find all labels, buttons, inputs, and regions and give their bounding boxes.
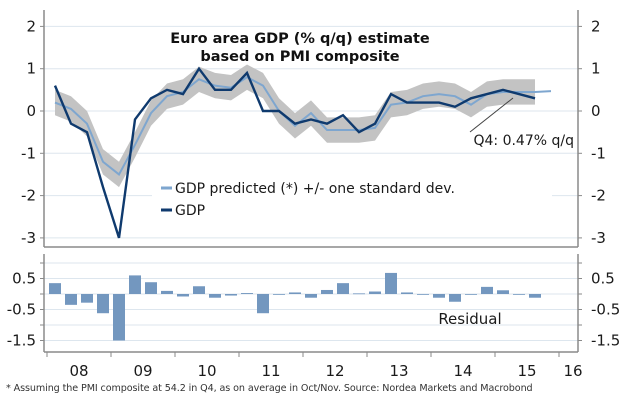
annotation-leader-line	[469, 97, 514, 133]
residual-bar	[289, 292, 301, 294]
residual-bar	[497, 290, 509, 294]
y-tick-label-right: -0.5	[591, 301, 620, 319]
x-tick-label: 13	[389, 362, 408, 380]
residual-label: Residual	[438, 310, 501, 328]
legend: GDP predicted (*) +/- one standard dev. …	[152, 176, 552, 220]
y-tick-label-right: -1	[591, 144, 606, 162]
x-tick-label: 10	[197, 362, 216, 380]
footnote: * Assuming the PMI composite at 54.2 in …	[6, 383, 533, 394]
y-tick-label-left: -2	[21, 187, 36, 205]
residual-bar	[49, 283, 61, 294]
residual-bar	[401, 292, 413, 294]
residual-bar	[113, 294, 125, 341]
residual-bar	[177, 294, 189, 297]
residual-bar	[65, 294, 77, 305]
y-tick-label-left: -3	[21, 229, 36, 247]
y-tick-label-right: 0	[591, 102, 601, 120]
y-tick-label-right: -2	[591, 187, 606, 205]
residual-bar	[433, 294, 445, 298]
y-tick-label-left: -1	[21, 144, 36, 162]
y-tick-label-left: 2	[26, 17, 36, 35]
legend-label-gdp: GDP	[175, 203, 205, 219]
x-tick-label: 12	[325, 362, 344, 380]
residual-bar	[305, 294, 317, 298]
residual-bar	[97, 294, 109, 314]
y-tick-label-left: 1	[26, 60, 36, 78]
residual-bar	[193, 286, 205, 294]
title-line-1: Euro area GDP (% q/q) estimate	[170, 31, 430, 47]
residual-bar	[385, 272, 397, 294]
y-tick-label-left: 0	[26, 102, 36, 120]
upper-axes: 2 2 1 1 0 0 -1 -1 -2 -2 -3 -3	[21, 10, 606, 248]
x-axis-labels: 08 09 10 11 12 13 14 15 16	[69, 362, 582, 380]
residual-bar	[449, 294, 461, 302]
x-tick-label: 15	[517, 362, 536, 380]
y-tick-label-right: -3	[591, 229, 606, 247]
x-tick-label: 09	[133, 362, 152, 380]
y-tick-label-left: -0.5	[7, 301, 36, 319]
residual-bar	[257, 294, 269, 314]
x-tick-label: 14	[453, 362, 472, 380]
residual-bar	[481, 286, 493, 294]
x-tick-label: 08	[69, 362, 88, 380]
residual-bar	[145, 282, 157, 294]
residual-bar	[369, 291, 381, 294]
gdp-chart: 2 21 10 0-1 -1-2 -2-3 -3 Euro area GDP (% q/q)…	[7, 10, 620, 380]
residual-bar	[417, 294, 429, 295]
residual-bar	[209, 294, 221, 298]
residual-bars	[49, 272, 541, 341]
upper-lines	[53, 66, 552, 239]
chart-title: Euro area GDP (% q/q) estimate based on …	[170, 31, 430, 65]
y-tick-label-left: 0.5	[12, 270, 36, 288]
y-tick-label-right: 2	[591, 17, 601, 35]
q4-annotation: Q4: 0.47% q/q	[469, 97, 574, 149]
y-tick-label-right: 0.5	[591, 270, 615, 288]
residual-bar	[81, 294, 93, 303]
residual-bar	[353, 293, 365, 295]
y-tick-label-right: 1	[591, 60, 601, 78]
gdp-predicted-line	[54, 75, 552, 176]
residual-bar	[161, 290, 173, 294]
annotation-text: Q4: 0.47% q/q	[473, 133, 574, 149]
y-tick-label-left: -1.5	[7, 332, 36, 350]
residual-bar	[129, 275, 141, 294]
legend-background	[152, 176, 552, 220]
x-tick-label: 16	[563, 362, 582, 380]
residual-bar	[337, 283, 349, 294]
y-tick-label-right: -1.5	[591, 332, 620, 350]
x-tick-label: 11	[261, 362, 280, 380]
title-line-2: based on PMI composite	[200, 49, 399, 65]
residual-bar	[529, 294, 541, 298]
lower-axes: 0.5 0.5 -0.5 -0.5 -1.5 -1.5	[7, 254, 620, 357]
residual-bar	[225, 294, 237, 296]
residual-bar	[273, 294, 285, 295]
residual-bar	[465, 294, 477, 295]
legend-label-predicted: GDP predicted (*) +/- one standard dev.	[175, 181, 455, 197]
residual-bar	[241, 293, 253, 294]
residual-bar	[321, 289, 333, 294]
residual-bar	[513, 294, 525, 295]
